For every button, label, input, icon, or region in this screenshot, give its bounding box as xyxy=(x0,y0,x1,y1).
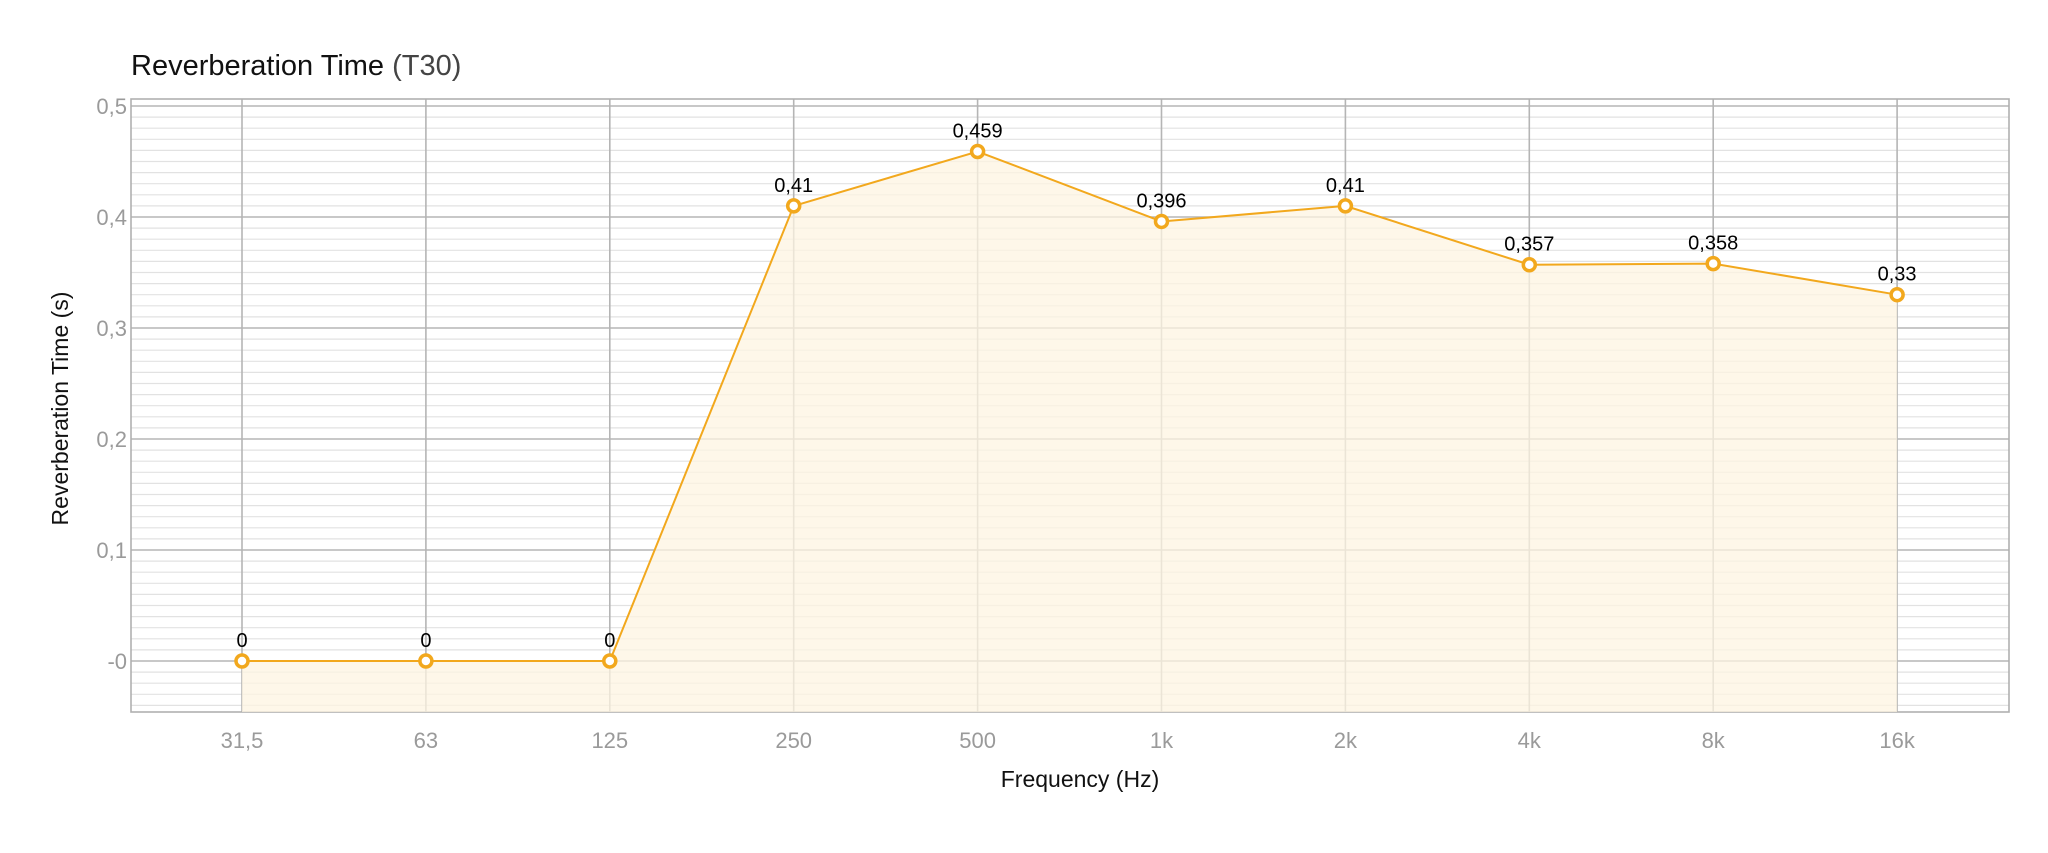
x-tick-layer: 31,5 63 125 250 500 1k 2k 4k 8k 16k xyxy=(221,728,1916,753)
data-point xyxy=(969,143,986,160)
data-label: 0,33 xyxy=(1878,264,1917,286)
y-tick-label: 0,1 xyxy=(96,538,127,563)
data-point xyxy=(602,653,618,669)
data-point xyxy=(1153,213,1170,230)
x-tick-label: 2k xyxy=(1334,728,1358,753)
x-tick-label: 63 xyxy=(414,728,438,753)
y-axis-label: Reverberation Time (s) xyxy=(47,292,73,526)
data-point xyxy=(1521,256,1538,273)
y-tick-label: 0,2 xyxy=(96,427,127,452)
x-tick-label: 1k xyxy=(1150,728,1174,753)
data-label: 0 xyxy=(420,630,431,652)
chart-title: Reverberation Time (T30) xyxy=(131,50,461,83)
x-tick-label: 8k xyxy=(1702,728,1726,753)
data-label-layer: 0 0 0 0,41 0,459 0,396 0,41 0,357 0,358 0,33 xyxy=(236,121,1916,652)
y-tick-layer: -0 0,1 0,2 0,3 0,4 0,5 xyxy=(96,94,127,674)
x-tick-label: 500 xyxy=(959,728,996,753)
data-label: 0 xyxy=(236,630,247,652)
data-label: 0,459 xyxy=(953,121,1003,143)
data-point xyxy=(1337,198,1354,214)
y-tick-label: 0,4 xyxy=(96,205,127,230)
x-axis-label: Frequency (Hz) xyxy=(1001,766,1159,792)
x-tick-label: 31,5 xyxy=(221,728,264,753)
data-point xyxy=(1705,255,1721,272)
line-layer xyxy=(242,150,1898,662)
data-label: 0,41 xyxy=(1326,175,1365,197)
data-label: 0,396 xyxy=(1136,190,1186,212)
data-point xyxy=(234,653,250,669)
data-label: 0,358 xyxy=(1688,233,1738,255)
y-tick-label: 0,5 xyxy=(96,94,127,119)
x-tick-label: 16k xyxy=(1879,728,1915,753)
data-point xyxy=(785,198,802,214)
y-tick-label: 0,3 xyxy=(96,316,127,341)
y-tick-label: -0 xyxy=(107,649,127,674)
x-tick-label: 4k xyxy=(1518,728,1542,753)
area-layer xyxy=(242,151,1898,712)
chart-title-main: Reverberation Time xyxy=(131,50,385,82)
series-line xyxy=(242,150,1898,662)
x-tick-label: 125 xyxy=(591,728,628,753)
chart-title-suffix: (T30) xyxy=(392,50,462,82)
data-label: 0,41 xyxy=(774,175,813,197)
point-layer xyxy=(234,143,1905,669)
x-tick-label: 250 xyxy=(775,728,812,753)
series-area xyxy=(242,151,1898,712)
data-point xyxy=(418,653,434,669)
data-point xyxy=(1889,286,1905,303)
data-label: 0 xyxy=(604,630,615,652)
data-label: 0,357 xyxy=(1504,234,1554,256)
